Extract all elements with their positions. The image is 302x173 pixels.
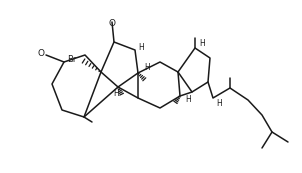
Text: O: O: [38, 49, 45, 58]
Text: H: H: [113, 89, 119, 98]
Text: H: H: [138, 43, 144, 52]
Text: H: H: [216, 98, 222, 107]
Text: H: H: [199, 39, 205, 48]
Text: H: H: [144, 63, 150, 72]
Text: Br: Br: [67, 56, 76, 65]
Text: O: O: [108, 19, 115, 28]
Text: H: H: [185, 94, 191, 103]
